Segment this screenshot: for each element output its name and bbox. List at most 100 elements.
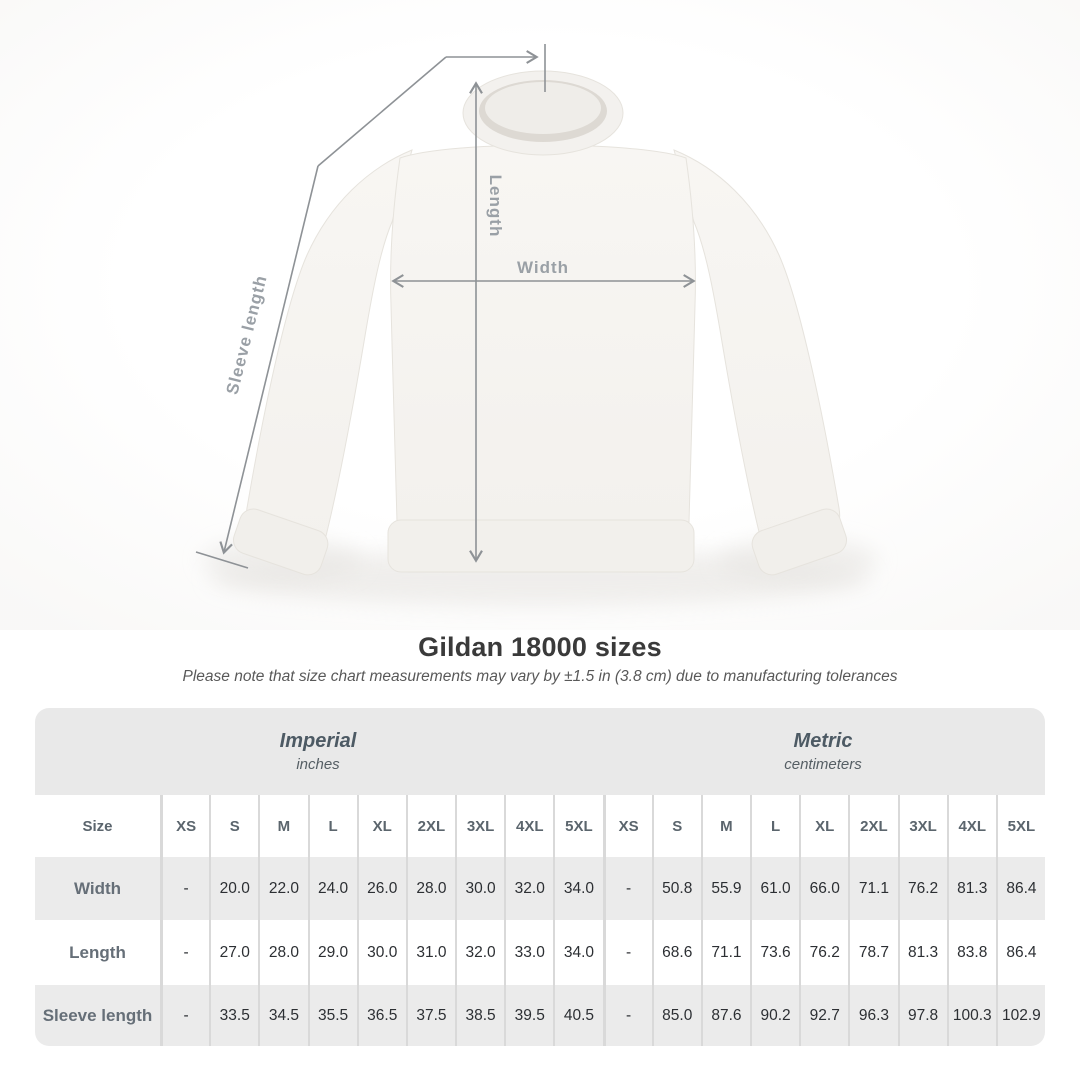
table-row-sleeve-length: Sleeve length -33.5 34.5 35.5 36.5 37.5 38.5 3… xyxy=(35,985,1045,1046)
size-column-header: Size xyxy=(82,817,113,835)
table-cell: 85.0 xyxy=(651,985,701,1046)
table-cell: - xyxy=(602,920,652,985)
table-cell: 81.3 xyxy=(897,920,947,985)
table-cell: 27.0 xyxy=(209,920,258,985)
table-cell: 55.9 xyxy=(700,857,750,920)
table-cell: 36.5 xyxy=(356,985,406,1046)
size-header-cell: 4XL xyxy=(946,795,996,857)
table-cell: 96.3 xyxy=(848,985,897,1046)
sweatshirt-illustration: Length Width Sleeve length xyxy=(0,0,1080,630)
imperial-section-header: Imperial inches xyxy=(35,708,601,795)
table-cell: 39.5 xyxy=(504,985,553,1046)
size-header-cell: 3XL xyxy=(455,795,504,857)
size-header-cell: 5XL xyxy=(995,795,1045,857)
table-cell: 28.0 xyxy=(258,920,307,985)
table-cell: 50.8 xyxy=(651,857,701,920)
size-header-cell: 3XL xyxy=(897,795,947,857)
width-label: Width xyxy=(517,258,569,277)
collar xyxy=(462,70,624,156)
metric-label: Metric xyxy=(793,730,853,752)
table-cell: 33.5 xyxy=(209,985,258,1046)
imperial-units: inches xyxy=(296,756,340,773)
size-header-cell: L xyxy=(750,795,799,857)
sweatshirt xyxy=(232,70,848,576)
table-cell: 92.7 xyxy=(799,985,848,1046)
table-cell: 22.0 xyxy=(258,857,307,920)
table-cell: 71.1 xyxy=(848,857,897,920)
size-header-cell: M xyxy=(258,795,307,857)
left-cuff xyxy=(232,508,329,576)
sleeve-shoulder-line xyxy=(317,56,447,167)
table-cell: 37.5 xyxy=(405,985,455,1046)
table-cell: 71.1 xyxy=(700,920,750,985)
table-cell: 20.0 xyxy=(209,857,258,920)
table-cell: 33.0 xyxy=(504,920,553,985)
table-cell: 73.6 xyxy=(750,920,799,985)
metric-section-header: Metric centimeters xyxy=(601,708,1045,795)
body xyxy=(390,144,696,523)
product-diagram: Length Width Sleeve length xyxy=(0,0,1080,630)
metric-units: centimeters xyxy=(784,756,862,773)
size-header-cell: XL xyxy=(356,795,406,857)
table-cell: 34.5 xyxy=(258,985,307,1046)
table-cell: 38.5 xyxy=(455,985,504,1046)
table-cell: 24.0 xyxy=(307,857,357,920)
table-cell: 30.0 xyxy=(455,857,504,920)
table-cell: 61.0 xyxy=(750,857,799,920)
table-cell: 35.5 xyxy=(307,985,357,1046)
table-cell: 86.4 xyxy=(995,920,1045,985)
table-cell: 100.3 xyxy=(946,985,996,1046)
size-header-cell: 2XL xyxy=(848,795,897,857)
table-cell: 90.2 xyxy=(750,985,799,1046)
table-cell: 97.8 xyxy=(897,985,947,1046)
table-row-length: Length -27.0 28.0 29.0 30.0 31.0 32.0 33.0 34.0… xyxy=(35,920,1045,985)
waistband xyxy=(387,519,695,573)
table-cell: 34.0 xyxy=(553,857,602,920)
table-cell: 102.9 xyxy=(995,985,1045,1046)
table-cell: - xyxy=(602,985,652,1046)
table-cell: 28.0 xyxy=(405,857,455,920)
cuff-tick-line xyxy=(195,551,249,569)
table-cell: 30.0 xyxy=(356,920,406,985)
size-header-cell: XS xyxy=(160,795,209,857)
table-cell: 34.0 xyxy=(553,920,602,985)
table-cell: 78.7 xyxy=(848,920,897,985)
size-header-cell: L xyxy=(307,795,357,857)
table-cell: - xyxy=(160,920,209,985)
table-cell: 81.3 xyxy=(946,857,996,920)
table-cell: - xyxy=(160,985,209,1046)
page-title: Gildan 18000 sizes xyxy=(418,632,662,662)
table-cell: 32.0 xyxy=(455,920,504,985)
title-block: Gildan 18000 sizes Please note that size… xyxy=(0,632,1080,686)
measurement-lines xyxy=(195,44,696,569)
size-header-cell: XL xyxy=(799,795,848,857)
table-cell: 76.2 xyxy=(897,857,947,920)
row-label: Length xyxy=(69,942,126,962)
table-row-width: Width -20.0 22.0 24.0 26.0 28.0 30.0 32.0 34.0-… xyxy=(35,857,1045,920)
table-cell: 83.8 xyxy=(946,920,996,985)
size-header-cell: S xyxy=(651,795,701,857)
units-header-row: Imperial inches Metric centimeters xyxy=(35,708,1045,795)
table-cell: 86.4 xyxy=(995,857,1045,920)
imperial-label: Imperial xyxy=(279,730,357,752)
length-label: Length xyxy=(486,175,505,238)
row-label: Sleeve length xyxy=(42,1005,153,1025)
size-table: Imperial inches Metric centimeters Size … xyxy=(35,708,1045,1046)
tolerance-note: Please note that size chart measurements… xyxy=(182,668,898,685)
size-header-cell: 2XL xyxy=(405,795,455,857)
table-cell: 31.0 xyxy=(405,920,455,985)
size-header-cell: M xyxy=(700,795,750,857)
table-cell: - xyxy=(602,857,652,920)
table-cell: - xyxy=(160,857,209,920)
row-label: Width xyxy=(73,878,122,898)
table-cell: 87.6 xyxy=(700,985,750,1046)
table-cell: 68.6 xyxy=(651,920,701,985)
table-cell: 29.0 xyxy=(307,920,357,985)
table-cell: 76.2 xyxy=(799,920,848,985)
size-header-cell: S xyxy=(209,795,258,857)
size-header-cell: 4XL xyxy=(504,795,553,857)
size-header-cell: XS xyxy=(602,795,652,857)
sleeve-arm-line xyxy=(219,165,319,555)
table-cell: 66.0 xyxy=(799,857,848,920)
